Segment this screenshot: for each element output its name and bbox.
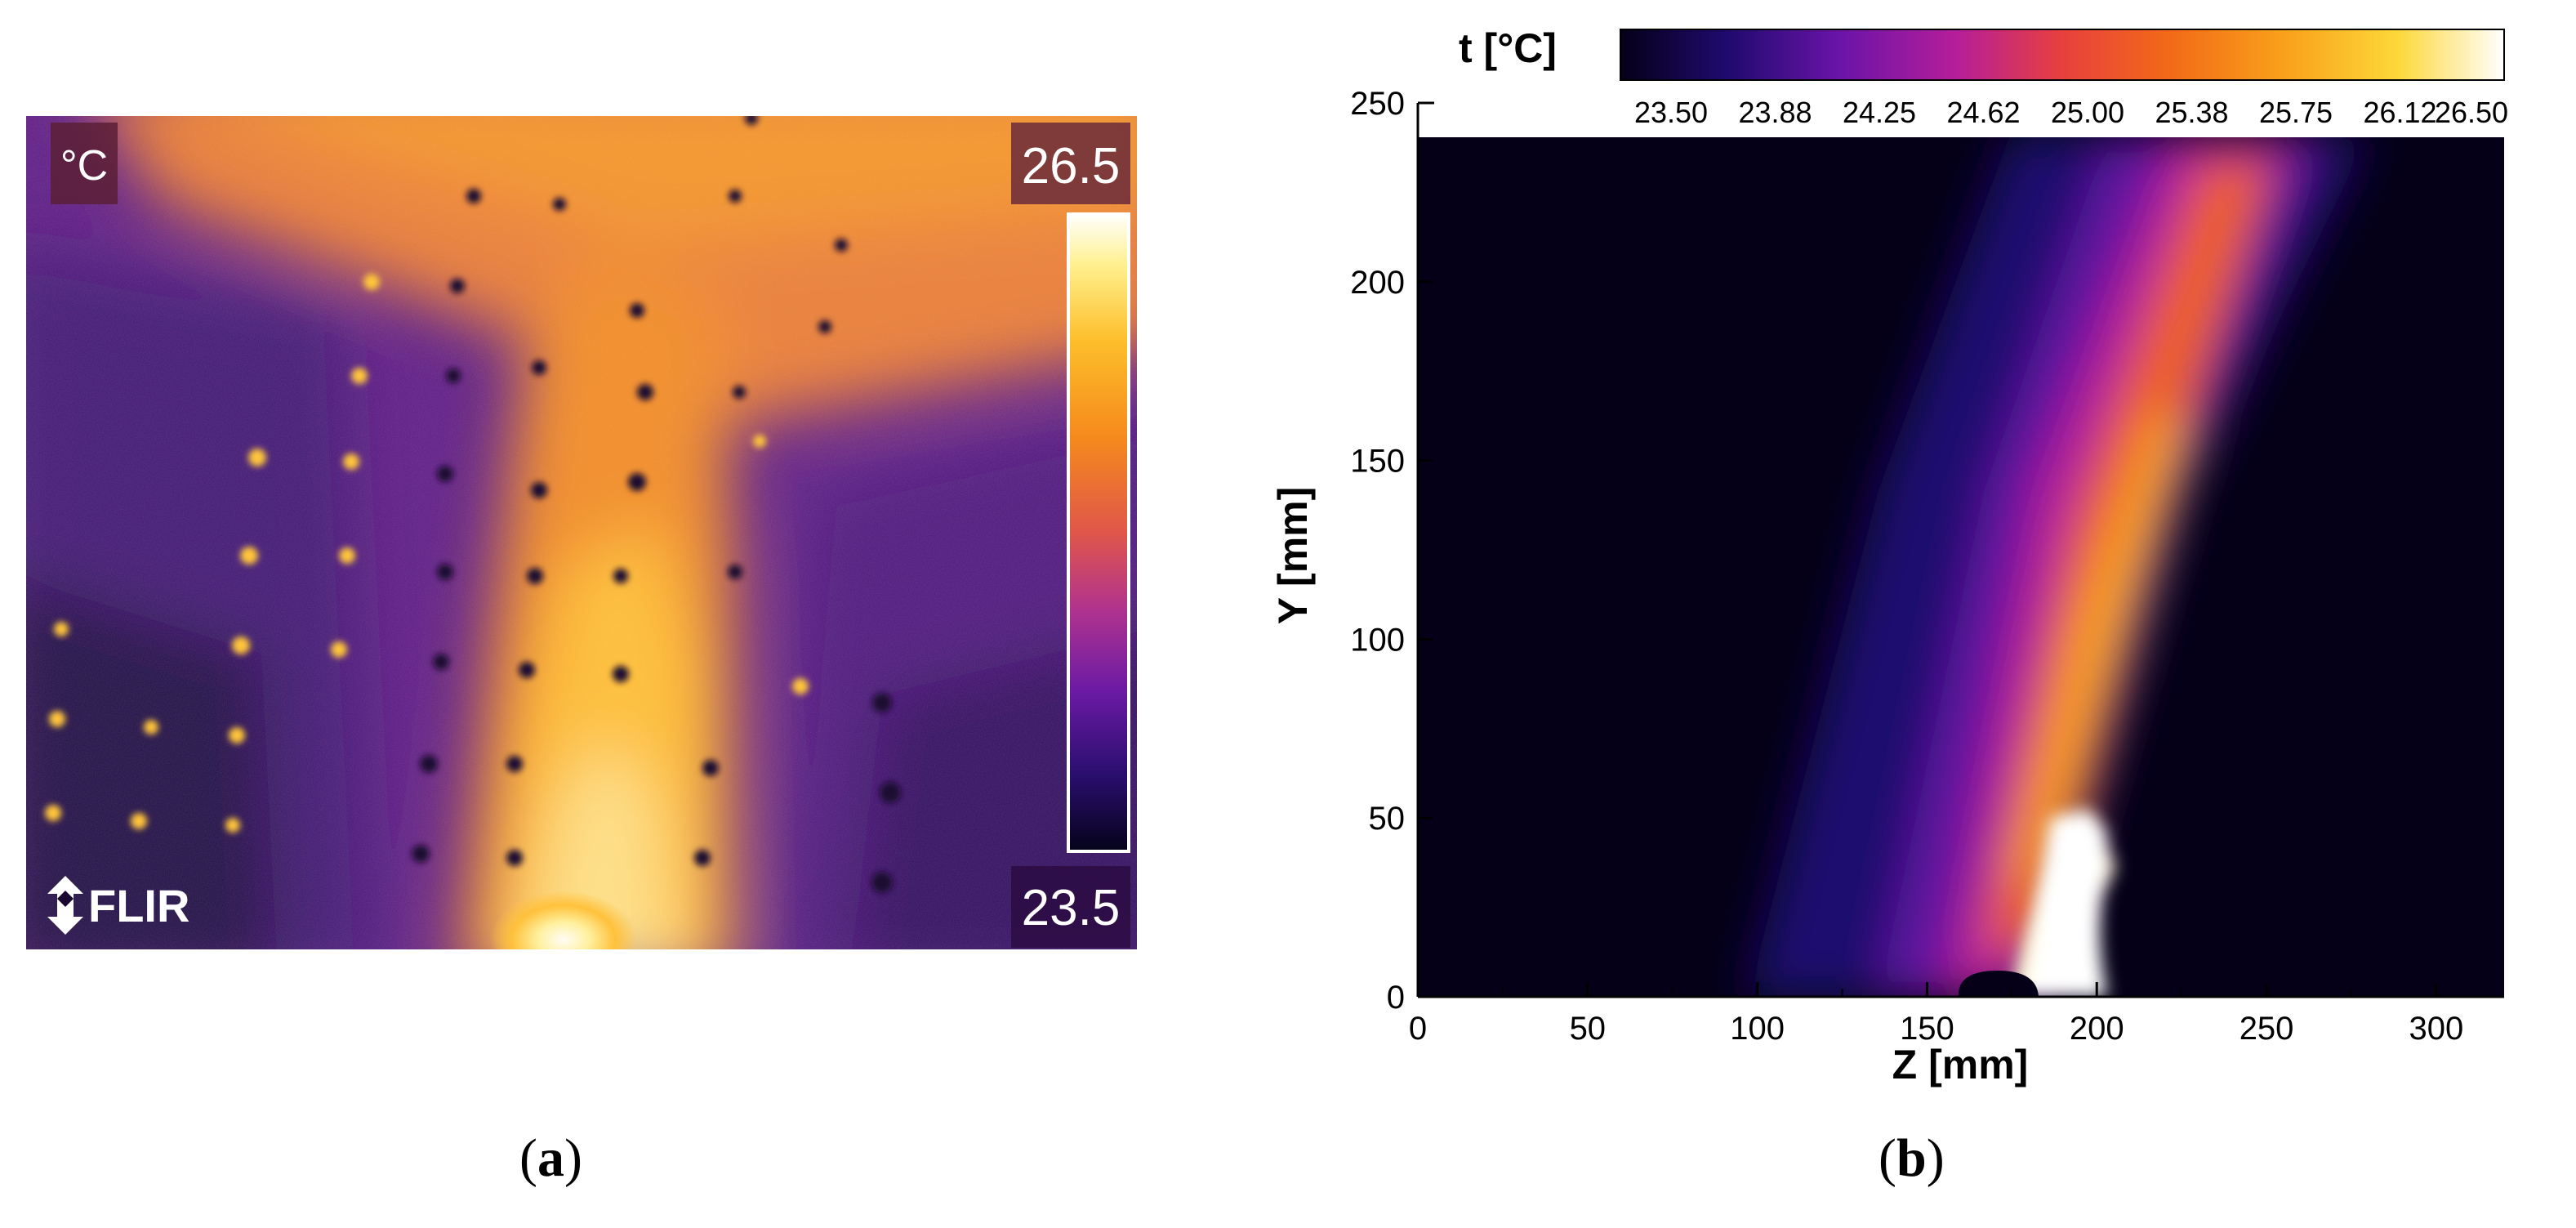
thermal-scale-bar — [1067, 212, 1130, 853]
colorbar-tick-label: 25.38 — [2155, 96, 2228, 129]
contour-plot-svg: t [°C] 23.50 23.88 24.25 24.62 25.00 25.38 25.… — [1270, 25, 2508, 1087]
flir-logo-text: FLIR — [88, 880, 189, 931]
thermal-image-svg: °C 26.5 23.5 FLIR — [26, 116, 1137, 949]
colorbar-tick-label: 25.00 — [2051, 96, 2124, 129]
colorbar-ticks: 23.50 23.88 24.25 24.62 25.00 25.38 25.75 26.12… — [1634, 96, 2508, 129]
caption-a-letter: a — [537, 1128, 564, 1188]
y-tick-label: 150 — [1350, 444, 1405, 480]
caption-a-close: ) — [564, 1128, 582, 1188]
x-tick-label: 50 — [1570, 1011, 1607, 1047]
bright-dot-grid — [45, 274, 809, 833]
caption-b-close: ) — [1926, 1128, 1945, 1188]
x-tick-label: 0 — [1409, 1011, 1427, 1047]
colorbar-tick-label: 24.62 — [1946, 96, 2020, 129]
x-tick-label: 300 — [2409, 1011, 2464, 1047]
y-tick-label: 50 — [1369, 801, 1406, 837]
x-tick-label: 200 — [2070, 1011, 2124, 1047]
scale-min-box — [1011, 866, 1130, 948]
x-tick-label: 100 — [1730, 1011, 1785, 1047]
y-tick-label: 0 — [1387, 980, 1405, 1016]
panel-a-caption: (a) — [519, 1128, 582, 1190]
caption-b-letter: b — [1896, 1128, 1927, 1188]
colorbar-tick-label: 23.50 — [1634, 96, 1708, 129]
colorbar-title: t [°C] — [1459, 25, 1557, 71]
colorbar-tick-label: 25.75 — [2259, 96, 2333, 129]
y-axis-label: Y [mm] — [1270, 487, 1316, 625]
caption-b-open: ( — [1879, 1128, 1896, 1188]
scale-max-label: 26.5 — [1022, 138, 1121, 194]
flir-logo-icon — [47, 876, 83, 935]
panel-a: °C 26.5 23.5 FLIR — [0, 0, 1225, 1224]
x-axis-ticks: 0 50 100 150 200 250 300 — [1409, 982, 2463, 1047]
flir-logo: FLIR — [47, 876, 189, 935]
y-axis-ticks: 0 50 100 150 200 250 — [1350, 86, 1433, 1016]
colorbar — [1620, 29, 2505, 81]
dark-dot-grid — [412, 116, 901, 893]
panel-b-caption: (b) — [1879, 1128, 1945, 1190]
x-tick-label: 250 — [2240, 1011, 2294, 1047]
colorbar-tick-label: 26.50 — [2435, 96, 2508, 129]
colorbar-tick-label: 23.88 — [1738, 96, 1812, 129]
panel-b: t [°C] 23.50 23.88 24.25 24.62 25.00 25.38 25.… — [1225, 0, 2576, 1224]
y-tick-label: 250 — [1350, 86, 1405, 122]
x-axis-label: Z [mm] — [1892, 1042, 2029, 1087]
unit-label-box — [51, 123, 118, 204]
thermal-image — [26, 116, 1137, 949]
unit-label: °C — [60, 142, 108, 190]
caption-a-open: ( — [519, 1128, 537, 1188]
colorbar-tick-label: 26.12 — [2363, 96, 2436, 129]
y-tick-label: 200 — [1350, 265, 1405, 301]
scale-max-box — [1011, 123, 1130, 204]
plot-field — [1418, 137, 2504, 997]
x-tick-label: 150 — [1900, 1011, 1954, 1047]
y-tick-label: 100 — [1350, 622, 1405, 658]
colorbar-tick-label: 24.25 — [1843, 96, 1916, 129]
scale-min-label: 23.5 — [1022, 880, 1121, 936]
source-obstacle — [1958, 971, 2039, 997]
